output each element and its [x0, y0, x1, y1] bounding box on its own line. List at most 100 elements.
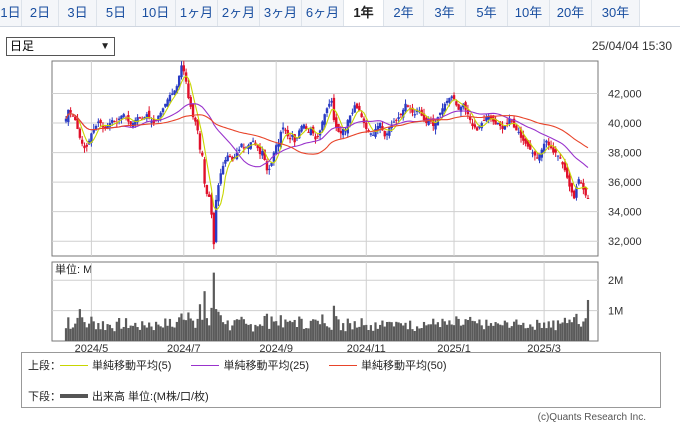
volume-bar — [533, 329, 536, 341]
volume-bar — [67, 317, 70, 341]
tab-1[interactable]: 2日 — [22, 0, 59, 26]
candle-body — [69, 110, 72, 113]
candle-body — [277, 143, 280, 147]
tab-4[interactable]: 10日 — [136, 0, 176, 26]
volume-bar — [455, 316, 458, 341]
tab-9[interactable]: 1年 — [344, 0, 384, 26]
candle-body — [145, 114, 149, 119]
legend-ma50: 単純移動平均(50) — [327, 357, 447, 373]
candle-body — [288, 137, 292, 140]
volume-tick-label: 1M — [608, 306, 623, 318]
candle-body — [445, 100, 449, 103]
tab-10[interactable]: 2年 — [384, 0, 424, 26]
period-select[interactable]: 日足 ▼ — [6, 37, 115, 56]
candle-body — [450, 96, 453, 98]
tab-2[interactable]: 3日 — [59, 0, 97, 26]
candle-body — [261, 151, 264, 156]
candle-body — [180, 65, 183, 78]
candle-body — [305, 126, 308, 129]
candle-body — [383, 131, 386, 137]
candle-body — [117, 118, 121, 120]
candle-body — [545, 140, 548, 143]
volume-bar — [399, 323, 403, 341]
candle-body — [489, 115, 493, 119]
volume-bar — [196, 318, 199, 341]
candle-body — [92, 128, 95, 133]
volume-bar — [441, 318, 444, 341]
candle-body — [212, 212, 216, 245]
volume-bar — [549, 327, 553, 341]
price-panel — [51, 60, 599, 257]
volume-bar — [150, 326, 153, 341]
legend-ma5: 単純移動平均(5) — [58, 357, 171, 373]
x-tick-label: 2024/5 — [75, 343, 109, 352]
candle-body — [533, 151, 537, 156]
volume-bar — [314, 319, 317, 341]
candle-body — [515, 125, 518, 131]
volume-bar — [238, 319, 241, 341]
tab-7[interactable]: 3ヶ月 — [260, 0, 302, 26]
candle-body — [104, 126, 107, 129]
volume-bar — [159, 326, 162, 341]
candle-body — [150, 121, 153, 123]
candle-body — [355, 103, 359, 109]
volume-bar — [261, 325, 264, 341]
candle-body — [572, 190, 576, 199]
volume-bar — [519, 325, 523, 341]
price-tick-label: 38,000 — [608, 148, 642, 160]
tab-12[interactable]: 5年 — [466, 0, 508, 26]
tab-15[interactable]: 30年 — [592, 0, 640, 26]
candle-body — [526, 140, 530, 147]
tab-13[interactable]: 10年 — [508, 0, 550, 26]
candle-body — [182, 65, 185, 72]
candle-body — [482, 120, 486, 122]
price-chart: 42,000 40,000 38,000 36,000 34,000 32,000 2M 1M… — [51, 60, 642, 352]
volume-bar — [462, 324, 465, 341]
tab-6[interactable]: 2ヶ月 — [218, 0, 260, 26]
candle-body — [274, 145, 278, 154]
volume-bar — [355, 327, 359, 341]
tab-11[interactable]: 3年 — [424, 0, 466, 26]
volume-bar — [251, 331, 255, 341]
volume-bar — [512, 321, 516, 341]
volume-bar — [134, 322, 137, 341]
volume-bar — [122, 326, 125, 341]
candle-body — [371, 134, 375, 136]
candle-body — [64, 118, 68, 122]
candle-body — [395, 119, 398, 121]
volume-bar — [471, 320, 474, 341]
volume-bar — [316, 320, 319, 341]
candle-body — [120, 115, 123, 120]
candle-body — [397, 117, 400, 120]
tab-8[interactable]: 6ヶ月 — [302, 0, 344, 26]
tab-5[interactable]: 1ヶ月 — [176, 0, 218, 26]
candle-body — [341, 128, 345, 136]
candle-body — [166, 99, 169, 107]
volume-bar — [556, 320, 560, 341]
candle-body — [531, 152, 534, 154]
volume-bar — [459, 325, 463, 341]
volume-bar — [395, 321, 398, 341]
price-tick-label: 40,000 — [608, 118, 642, 130]
tab-14[interactable]: 20年 — [550, 0, 592, 26]
candle-body — [244, 146, 248, 148]
candle-body — [434, 123, 437, 130]
volume-bar — [104, 330, 107, 341]
volume-bar — [300, 318, 303, 341]
volume-bar — [531, 326, 534, 341]
volume-bar — [466, 319, 469, 341]
candle-body — [455, 101, 458, 106]
candle-body — [554, 149, 557, 153]
volume-bar — [379, 324, 382, 341]
volume-bar — [362, 325, 366, 341]
volume-bar — [228, 330, 232, 341]
ma50-line — [65, 113, 589, 155]
volume-bar — [385, 321, 389, 341]
volume-bar — [457, 318, 460, 341]
tab-0[interactable]: 1日 — [0, 0, 22, 26]
candle-body — [508, 118, 511, 124]
volume-bar — [157, 324, 160, 341]
tab-3[interactable]: 5日 — [97, 0, 136, 26]
candle-body — [136, 117, 139, 123]
volume-bar — [425, 325, 428, 341]
